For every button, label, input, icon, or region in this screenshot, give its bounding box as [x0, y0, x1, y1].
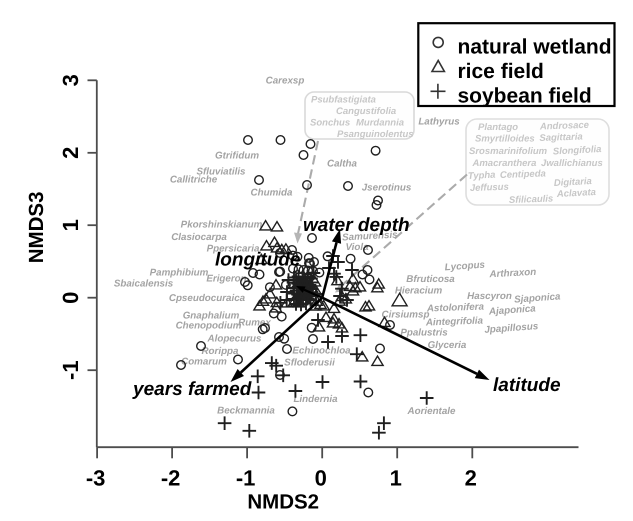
svg-text:1: 1 [390, 466, 402, 491]
svg-text:Carexsp: Carexsp [266, 76, 305, 87]
svg-text:Ajaponica: Ajaponica [488, 303, 537, 317]
svg-text:Smyrtilloides: Smyrtilloides [475, 134, 535, 145]
svg-text:Caltha: Caltha [327, 159, 357, 170]
svg-text:Bfruticosa: Bfruticosa [406, 274, 455, 285]
svg-text:Cirsiumsp: Cirsiumsp [382, 310, 430, 321]
svg-text:Psanguinolentus: Psanguinolentus [337, 129, 414, 140]
svg-text:-1: -1 [58, 360, 83, 380]
svg-text:-2: -2 [161, 466, 181, 491]
svg-text:Androsace: Androsace [539, 120, 590, 133]
svg-text:2: 2 [58, 147, 83, 159]
svg-text:Sonchus: Sonchus [310, 118, 350, 129]
svg-text:Sbaicalensis: Sbaicalensis [114, 279, 174, 290]
svg-text:Murdannia: Murdannia [356, 118, 404, 129]
svg-text:Rumex: Rumex [238, 318, 271, 329]
svg-text:Jserotinus: Jserotinus [362, 183, 412, 194]
svg-text:Slongifolia: Slongifolia [553, 144, 602, 158]
svg-text:Comarum: Comarum [181, 357, 227, 368]
svg-text:Hascyron: Hascyron [467, 291, 512, 302]
svg-text:soybean field: soybean field [458, 85, 592, 108]
svg-text:Ppalustris: Ppalustris [400, 328, 448, 339]
svg-text:Echinochloa: Echinochloa [292, 346, 351, 357]
svg-text:Rorippa: Rorippa [201, 346, 239, 357]
svg-text:longitude: longitude [215, 250, 301, 271]
svg-text:-1: -1 [236, 466, 256, 491]
svg-text:Lathyrus: Lathyrus [418, 117, 460, 128]
svg-text:1: 1 [58, 219, 83, 231]
svg-text:Aintegrifolia: Aintegrifolia [425, 315, 484, 328]
svg-text:Psubfastigiata: Psubfastigiata [311, 95, 376, 106]
svg-text:latitude: latitude [493, 375, 561, 396]
svg-text:Sjaponica: Sjaponica [514, 291, 561, 305]
svg-text:Glyceria: Glyceria [428, 340, 467, 351]
svg-text:Viola: Viola [345, 242, 369, 253]
svg-text:Aorientale: Aorientale [407, 406, 456, 417]
svg-text:rice field: rice field [458, 60, 544, 83]
svg-text:NMDS2: NMDS2 [247, 491, 319, 514]
svg-text:Plantago: Plantago [478, 122, 518, 133]
svg-text:Gnaphalium: Gnaphalium [183, 311, 240, 322]
svg-text:Sfloderusii: Sfloderusii [284, 358, 335, 369]
svg-text:Jpapillosus: Jpapillosus [484, 321, 539, 336]
svg-text:Amacranthera: Amacranthera [472, 158, 537, 169]
svg-text:Clasiocarpa: Clasiocarpa [171, 232, 227, 243]
svg-text:Chumida: Chumida [251, 188, 293, 199]
svg-text:natural wetland: natural wetland [458, 36, 612, 59]
svg-text:Lycopus: Lycopus [444, 260, 486, 274]
svg-text:Gtrifidum: Gtrifidum [215, 151, 259, 162]
svg-text:Digitaria: Digitaria [554, 176, 593, 189]
svg-text:Pamphibium: Pamphibium [150, 268, 209, 279]
svg-text:Callitriche: Callitriche [170, 175, 218, 186]
svg-text:Pkorshinskianum: Pkorshinskianum [181, 220, 263, 231]
svg-text:Beckmannia: Beckmannia [217, 406, 275, 417]
svg-text:Sfluviatilis: Sfluviatilis [197, 167, 247, 178]
svg-text:Sfilicaulis: Sfilicaulis [509, 193, 554, 206]
svg-text:Lindernia: Lindernia [293, 394, 338, 405]
svg-text:Astolonifera: Astolonifera [426, 301, 485, 314]
svg-text:Alopecurus: Alopecurus [207, 334, 262, 345]
svg-text:NMDS3: NMDS3 [25, 192, 48, 264]
svg-text:Aclavata: Aclavata [556, 187, 597, 200]
svg-text:Chenopodium: Chenopodium [176, 321, 242, 332]
svg-text:0: 0 [58, 292, 83, 304]
svg-text:2: 2 [465, 466, 477, 491]
svg-text:years farmed: years farmed [132, 379, 252, 400]
svg-text:Sagittaria: Sagittaria [539, 131, 583, 144]
svg-text:Ppersicaria: Ppersicaria [207, 244, 260, 255]
svg-text:0: 0 [315, 466, 327, 491]
svg-text:3: 3 [58, 74, 83, 86]
svg-text:-3: -3 [86, 466, 106, 491]
svg-text:Jwallichianus: Jwallichianus [541, 158, 603, 169]
svg-text:Typha: Typha [468, 170, 496, 182]
svg-text:Hieracium: Hieracium [395, 286, 443, 297]
svg-text:Arthraxon: Arthraxon [488, 267, 536, 280]
svg-text:Jeffusus: Jeffusus [470, 182, 509, 194]
svg-text:Centipeda: Centipeda [500, 168, 546, 181]
svg-text:Srosmarinifolium: Srosmarinifolium [469, 146, 548, 157]
svg-text:Samurensis: Samurensis [342, 230, 399, 244]
svg-text:Cpseudocuraica: Cpseudocuraica [169, 293, 246, 304]
svg-text:Cangustifolia: Cangustifolia [336, 106, 396, 117]
svg-text:water depth: water depth [303, 215, 410, 236]
svg-text:Erigeron: Erigeron [206, 274, 246, 285]
